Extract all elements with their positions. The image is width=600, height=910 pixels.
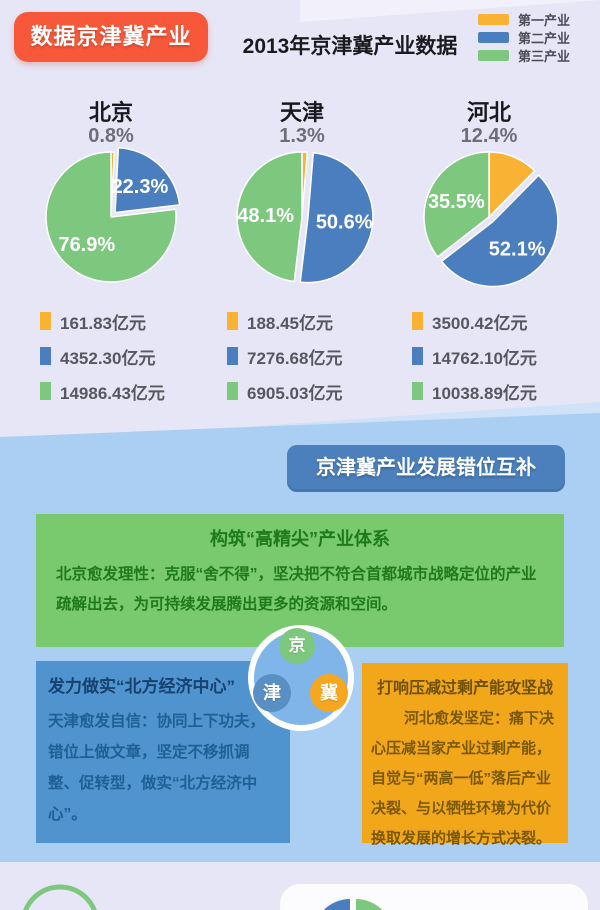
green-card-title: 构筑“高精尖”产业体系: [210, 529, 390, 549]
bottom-pie-decor: [323, 899, 383, 910]
legend: 第一产业 第二产业 第三产业: [478, 13, 570, 64]
pie-chart-beijing: 22.3% 76.9%: [45, 146, 181, 283]
value-label: 4352.30亿元: [60, 348, 156, 368]
value-swatch-tertiary: [40, 382, 51, 400]
legend-label-tertiary: 第三产业: [518, 48, 571, 64]
value-swatch-tertiary: [412, 382, 423, 400]
pie-slice-label: 48.1%: [237, 205, 294, 227]
value-row: 6905.03亿元: [227, 380, 343, 403]
value-list-beijing: 161.83亿元 4352.30亿元 14986.43亿元: [40, 310, 165, 415]
hebei-primary-percent: 12.4%: [460, 125, 518, 147]
value-swatch-primary: [40, 312, 51, 330]
hub-dot-jing: 京: [279, 628, 315, 664]
pie-slice-label: 50.6%: [316, 211, 373, 233]
value-label: 3500.42亿元: [432, 313, 528, 333]
value-row: 7276.68亿元: [227, 345, 343, 368]
value-row: 161.83亿元: [40, 310, 165, 333]
hebei-strategy-card: 打响压减过剩产能攻坚战 河北愈发坚定：痛下决心压减当家产业过剩产能，自觉与“两高…: [362, 663, 568, 847]
pie-slice: [236, 151, 303, 283]
legend-swatch-primary: [478, 13, 509, 25]
value-row: 4352.30亿元: [40, 345, 165, 368]
value-swatch-primary: [412, 312, 423, 330]
pie-chart-tianjin: 50.6% 48.1%: [236, 151, 374, 284]
blue-card-body: 天津愈发自信：协同上下功夫，错位上做文章，坚定不移抓调整、促转型，做实“北方经济…: [48, 713, 266, 823]
legend-item-primary: 第一产业: [478, 13, 570, 28]
beijing-primary-percent: 0.8%: [88, 125, 134, 147]
hub-dot-ji: 冀: [310, 674, 348, 712]
pie-slice-label: 35.5%: [428, 191, 485, 213]
region-title-hebei: 河北: [466, 100, 511, 125]
value-row: 188.45亿元: [227, 310, 342, 333]
value-swatch-tertiary: [227, 382, 238, 400]
pie-chart-hebei: 52.1% 35.5%: [423, 151, 559, 288]
tianjin-strategy-card: 发力做实“北方经济中心” 天津愈发自信：协同上下功夫，错位上做文章，坚定不移抓调…: [36, 661, 290, 843]
value-row: 14986.43亿元: [40, 380, 165, 403]
pie-slice-label: 52.1%: [489, 239, 546, 261]
value-label: 14986.43亿元: [60, 383, 165, 403]
value-row: 10038.89亿元: [412, 380, 537, 403]
tianjin-primary-percent: 1.3%: [279, 125, 325, 147]
blue-card-title: 发力做实“北方经济中心”: [48, 677, 235, 696]
page-title: 2013年京津冀产业数据: [242, 35, 458, 58]
value-label: 14762.10亿元: [432, 348, 537, 368]
hub-dot-jin: 津: [253, 674, 291, 712]
legend-item-tertiary: 第三产业: [478, 49, 570, 64]
orange-card-title: 打响压减过剩产能攻坚战: [376, 680, 553, 697]
header-badge: 数据京津冀产业: [14, 12, 208, 62]
value-label: 188.45亿元: [247, 313, 333, 333]
pie-slice: [440, 174, 559, 288]
pie-slice: [114, 146, 181, 214]
pie-slice: [45, 151, 177, 283]
value-label: 7276.68亿元: [247, 348, 343, 368]
pie-slice: [301, 151, 309, 218]
value-swatch-secondary: [227, 347, 238, 365]
bottom-ring-decor: [23, 884, 97, 910]
legend-label-primary: 第一产业: [518, 12, 571, 28]
value-swatch-secondary: [412, 347, 423, 365]
value-row: 3500.42亿元: [412, 310, 537, 333]
value-list-hebei: 3500.42亿元 14762.10亿元 10038.89亿元: [412, 310, 537, 415]
orange-card-body: 河北愈发坚定：痛下决心压减当家产业过剩产能，自觉与“两高一低”落后产业决裂、与以…: [371, 710, 555, 847]
region-title-beijing: 北京: [88, 100, 133, 125]
section-banner: 京津冀产业发展错位互补: [287, 445, 565, 492]
pie-slice: [423, 151, 490, 258]
legend-label-secondary: 第二产业: [518, 30, 571, 46]
value-swatch-secondary: [40, 347, 51, 365]
value-label: 10038.89亿元: [432, 383, 537, 403]
value-list-tianjin: 188.45亿元 7276.68亿元 6905.03亿元: [227, 310, 342, 415]
value-swatch-primary: [227, 312, 238, 330]
beijing-strategy-card: 构筑“高精尖”产业体系 北京愈发理性：克服“舍不得”，坚决把不符合首都城市战略定…: [36, 514, 564, 647]
region-title-tianjin: 天津: [279, 100, 324, 125]
legend-item-secondary: 第二产业: [478, 31, 570, 46]
value-label: 6905.03亿元: [247, 383, 343, 403]
value-row: 14762.10亿元: [412, 345, 537, 368]
legend-swatch-secondary: [478, 31, 509, 43]
pie-slice: [299, 152, 374, 284]
legend-swatch-tertiary: [478, 49, 509, 61]
pie-slice-label: 76.9%: [58, 234, 115, 256]
jing-jin-ji-hub: 京 津 冀: [248, 625, 354, 731]
green-card-body: 北京愈发理性：克服“舍不得”，坚决把不符合首都城市战略定位的产业疏解出去，为可持…: [56, 566, 537, 613]
value-label: 161.83亿元: [60, 313, 146, 333]
pie-slice-label: 22.3%: [112, 176, 169, 198]
